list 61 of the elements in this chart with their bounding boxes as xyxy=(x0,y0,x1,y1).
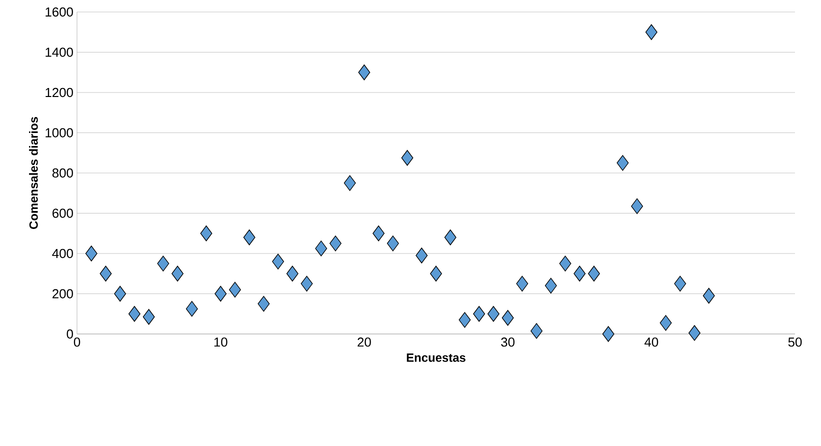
point xyxy=(516,276,528,292)
point xyxy=(473,306,486,322)
point xyxy=(372,226,385,242)
point xyxy=(200,226,212,242)
point xyxy=(100,266,112,282)
point xyxy=(458,312,471,328)
y-tick-label: 1000 xyxy=(46,128,73,138)
point xyxy=(559,256,572,272)
point xyxy=(228,282,241,298)
point xyxy=(85,246,98,262)
point xyxy=(358,64,370,80)
point xyxy=(660,315,672,331)
point xyxy=(631,198,644,214)
point xyxy=(344,175,356,191)
point xyxy=(286,266,298,282)
point xyxy=(588,266,600,282)
y-tick-label: 400 xyxy=(52,248,73,258)
point xyxy=(214,286,227,302)
y-tick-label: 800 xyxy=(52,168,73,178)
point xyxy=(300,276,313,292)
y-tick-label: 0 xyxy=(66,329,73,339)
point xyxy=(487,306,500,322)
point xyxy=(674,276,686,292)
y-tick-label: 600 xyxy=(52,208,73,218)
point xyxy=(401,150,414,166)
point xyxy=(142,309,155,325)
point xyxy=(502,310,514,326)
y-tick-label: 1200 xyxy=(46,88,73,98)
y-tick-label: 1600 xyxy=(46,7,73,17)
point xyxy=(602,326,614,342)
point xyxy=(430,266,442,282)
point xyxy=(172,266,184,282)
y-tick-label: 1400 xyxy=(46,48,73,57)
y-axis-title: Comensales diarios xyxy=(29,117,38,229)
point xyxy=(702,288,715,304)
point xyxy=(330,236,342,252)
point xyxy=(157,256,170,272)
point xyxy=(544,278,557,294)
point xyxy=(114,286,126,302)
x-tick-label: 30 xyxy=(501,338,515,347)
x-tick-label: 50 xyxy=(788,338,802,347)
point xyxy=(258,296,270,312)
point xyxy=(386,236,399,252)
point xyxy=(315,240,328,256)
point xyxy=(128,306,140,322)
point xyxy=(574,266,586,282)
point xyxy=(688,325,700,341)
point xyxy=(272,254,284,270)
point xyxy=(243,230,256,246)
x-tick-label: 20 xyxy=(358,338,371,347)
point xyxy=(645,24,658,40)
x-tick-label: 10 xyxy=(214,338,228,347)
point xyxy=(530,323,542,339)
point xyxy=(186,300,198,317)
y-tick-label: 200 xyxy=(52,289,73,298)
x-axis-title: Encuestas xyxy=(406,354,466,362)
point xyxy=(416,248,428,264)
x-tick-label: 40 xyxy=(644,338,658,347)
point xyxy=(444,230,456,246)
x-tick-label: 0 xyxy=(74,338,80,347)
point xyxy=(616,155,629,171)
